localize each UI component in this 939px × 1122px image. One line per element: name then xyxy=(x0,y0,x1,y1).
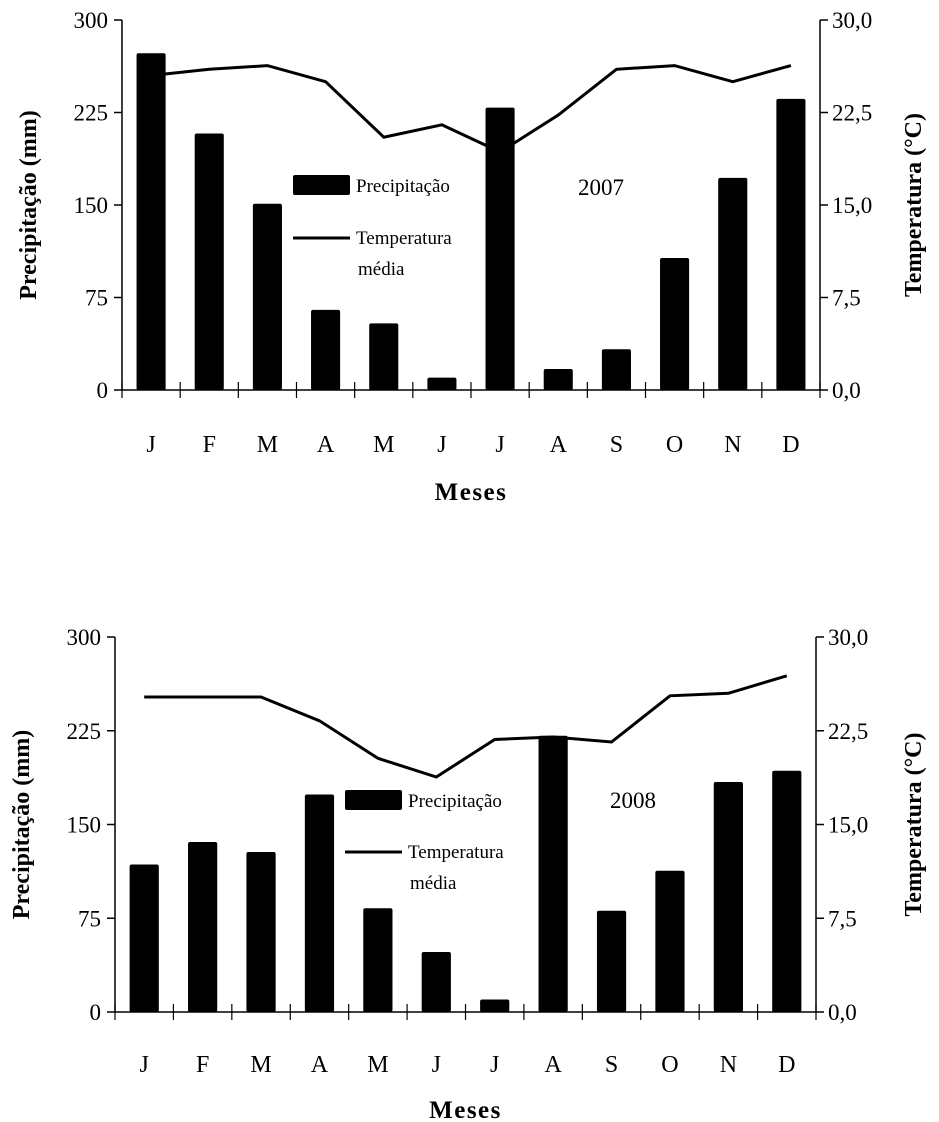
precipitation-bar xyxy=(543,369,573,390)
precipitation-bar xyxy=(369,323,399,390)
y-left-tick-label: 225 xyxy=(74,101,109,126)
x-tick-label: J xyxy=(432,1052,441,1078)
precipitation-bar xyxy=(601,349,631,390)
legend-label-precipitation: Precipitação xyxy=(408,791,502,812)
x-tick-label: S xyxy=(605,1052,618,1078)
y-left-tick-label: 75 xyxy=(85,286,108,311)
legend-bar-swatch xyxy=(293,175,350,195)
y-left-tick-label: 300 xyxy=(67,625,102,650)
y-left-axis-title: Precipitação (mm) xyxy=(9,730,35,919)
precipitation-bar xyxy=(596,910,627,1012)
x-tick-label: J xyxy=(140,1052,149,1078)
temperature-line xyxy=(144,674,788,779)
precipitation-bar xyxy=(427,377,457,390)
y-left-tick-label: 0 xyxy=(97,378,109,403)
x-tick-label: J xyxy=(146,432,155,458)
year-annotation: 2007 xyxy=(578,175,624,200)
y-left-tick-label: 150 xyxy=(74,193,109,218)
x-tick-label: A xyxy=(311,1052,329,1078)
precipitation-bar xyxy=(538,735,568,1012)
y-left-tick-label: 0 xyxy=(90,1000,102,1025)
precipitation-bar xyxy=(136,53,166,391)
x-axis-title: Meses xyxy=(429,1097,502,1122)
x-tick-label: M xyxy=(250,1052,271,1078)
y-right-axis-title: Temperatura (°C) xyxy=(901,732,927,916)
x-tick-label: O xyxy=(666,432,683,458)
precipitation-bar xyxy=(655,870,685,1012)
precipitation-bar xyxy=(129,864,159,1012)
y-right-tick-label: 15,0 xyxy=(832,193,872,218)
y-left-tick-label: 75 xyxy=(78,906,101,931)
precipitation-bar xyxy=(772,770,802,1012)
legend-bar-swatch xyxy=(345,790,402,810)
x-tick-label: F xyxy=(196,1052,209,1078)
x-tick-label: M xyxy=(257,432,278,458)
x-tick-label: J xyxy=(495,432,504,458)
x-tick-label: M xyxy=(367,1052,388,1078)
y-left-tick-label: 225 xyxy=(67,719,102,744)
precipitation-bar xyxy=(660,258,690,390)
y-right-tick-label: 0,0 xyxy=(828,1000,857,1025)
legend-label-precipitation: Precipitação xyxy=(356,176,450,197)
y-right-tick-label: 15,0 xyxy=(828,813,868,838)
y-right-tick-label: 7,5 xyxy=(828,906,857,931)
x-tick-label: F xyxy=(203,432,216,458)
y-right-tick-label: 7,5 xyxy=(832,286,861,311)
precipitation-bar xyxy=(776,98,806,390)
legend-label-temperature: Temperatura xyxy=(408,842,504,863)
y-right-tick-label: 22,5 xyxy=(832,101,872,126)
y-left-axis-title: Precipitação (mm) xyxy=(16,110,42,299)
precipitation-bar xyxy=(252,203,282,390)
x-tick-label: N xyxy=(720,1052,737,1078)
x-tick-label: J xyxy=(437,432,446,458)
y-left-tick-label: 300 xyxy=(74,8,109,33)
x-tick-label: M xyxy=(373,432,394,458)
precipitation-bar xyxy=(246,852,276,1012)
y-right-tick-label: 0,0 xyxy=(832,378,861,403)
precipitation-bar xyxy=(188,842,218,1012)
x-tick-label: S xyxy=(610,432,623,458)
legend-label-media: média xyxy=(410,873,457,894)
y-right-tick-label: 30,0 xyxy=(832,8,872,33)
legend-label-temperature: Temperatura xyxy=(356,228,452,249)
precipitation-bar xyxy=(363,908,393,1012)
precipitation-bar xyxy=(421,952,451,1012)
precipitation-bar xyxy=(713,782,743,1012)
precipitation-bar xyxy=(718,177,748,390)
temperature-line xyxy=(150,64,792,154)
precipitation-bar xyxy=(311,309,341,390)
precipitation-bar xyxy=(194,133,224,390)
x-tick-label: D xyxy=(782,432,799,458)
precipitation-bar xyxy=(480,999,510,1012)
precipitation-bar xyxy=(485,107,515,391)
x-tick-label: D xyxy=(778,1052,795,1078)
precipitation-bar xyxy=(304,794,335,1012)
x-tick-label: A xyxy=(317,432,335,458)
year-annotation: 2008 xyxy=(610,788,656,813)
y-right-axis-title: Temperatura (°C) xyxy=(901,113,927,297)
y-right-tick-label: 30,0 xyxy=(828,625,868,650)
x-axis-title: Meses xyxy=(435,479,508,506)
x-tick-label: A xyxy=(550,432,568,458)
y-left-tick-label: 150 xyxy=(67,813,102,838)
x-tick-label: N xyxy=(724,432,741,458)
y-right-tick-label: 22,5 xyxy=(828,719,868,744)
x-tick-label: O xyxy=(661,1052,678,1078)
x-tick-label: J xyxy=(490,1052,499,1078)
legend-label-media: média xyxy=(358,259,405,280)
x-tick-label: A xyxy=(544,1052,562,1078)
